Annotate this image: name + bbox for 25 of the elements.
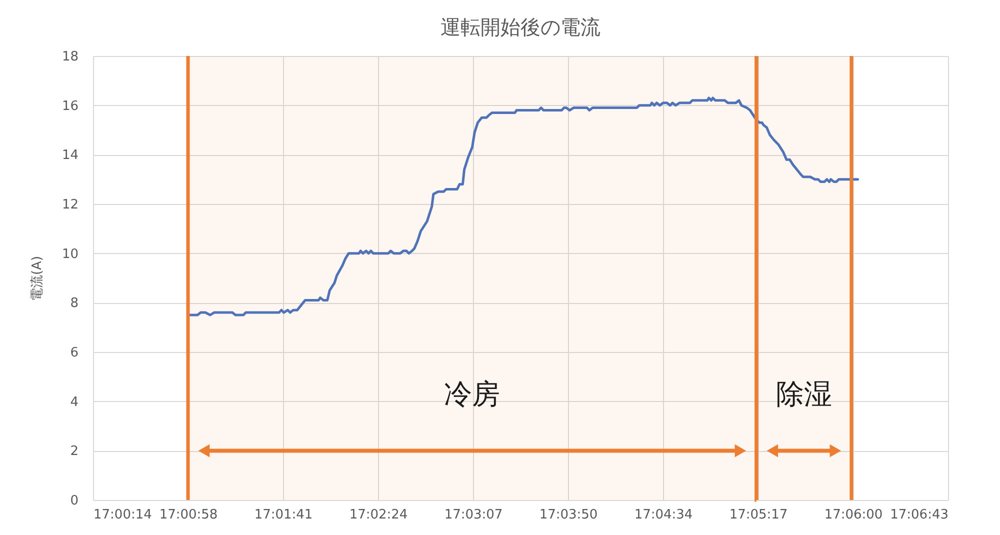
x-tick-label: 17:03:07 [444,508,503,522]
x-tick-label: 17:04:34 [634,508,693,522]
x-tick-label: 17:00:14 [94,508,152,522]
line-series [188,96,859,316]
chart-title: 運転開始後の電流 [440,15,600,39]
y-tick-label: 6 [70,346,78,360]
y-axis-title: 電流(A) [28,256,45,302]
y-tick-label: 16 [62,98,78,114]
y-tick-label: 8 [70,296,78,312]
y-tick-label: 10 [62,246,78,262]
x-tick-label: 17:02:24 [349,508,408,522]
y-tick-label: 4 [70,394,78,410]
y-tick-label: 18 [62,50,78,64]
x-tick-label: 17:06:00 [824,508,883,522]
y-tick-label: 14 [62,148,78,164]
band-label: 除湿 [776,378,832,411]
y-tick-label: 12 [62,198,78,212]
x-tick-label: 17:01:41 [254,508,313,522]
y-tick-label: 2 [70,444,78,460]
band-label: 冷房 [444,378,500,411]
x-tick-label: 17:03:50 [539,508,598,522]
x-tick-label: 17:00:58 [159,508,218,522]
x-tick-label: 17:05:17 [729,508,788,522]
x-tick-label: 17:06:43 [890,508,948,522]
y-tick-label: 0 [70,494,78,508]
